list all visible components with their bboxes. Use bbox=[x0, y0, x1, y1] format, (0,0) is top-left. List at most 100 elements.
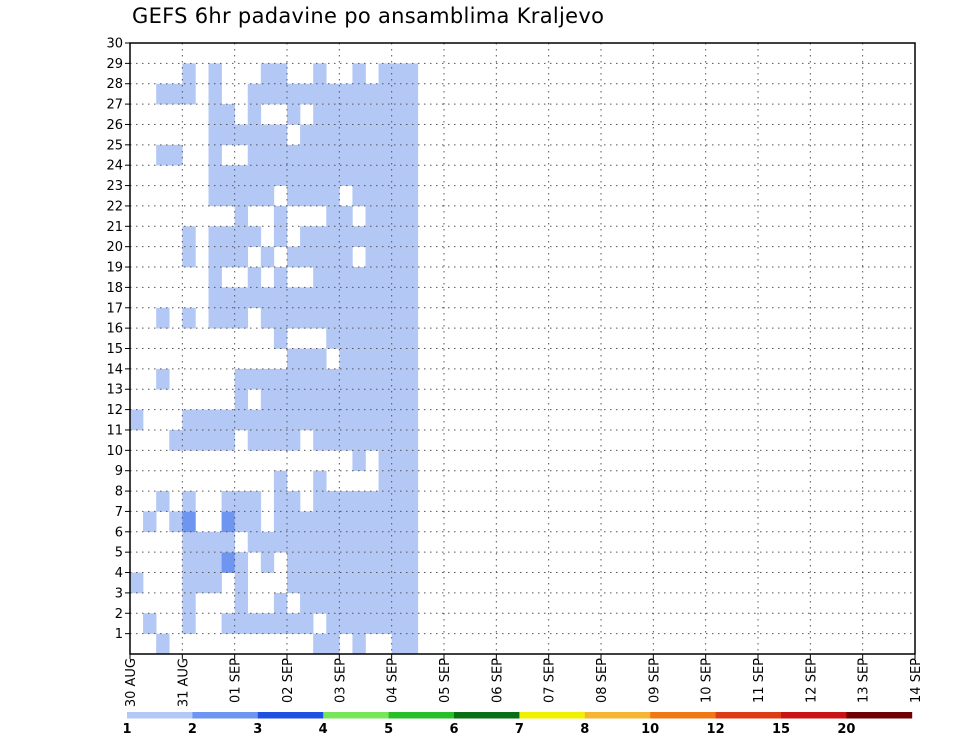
heatmap-cell bbox=[247, 226, 262, 247]
heatmap-cell bbox=[273, 531, 288, 553]
heatmap-cell bbox=[339, 287, 353, 309]
heatmap-cell bbox=[326, 104, 340, 125]
chart-title: GEFS 6hr padavine po ansamblima Kraljevo bbox=[132, 4, 605, 28]
heatmap-cell bbox=[287, 531, 301, 553]
heatmap-cell bbox=[391, 531, 406, 553]
heatmap-cell bbox=[169, 429, 183, 451]
heatmap-cell bbox=[391, 429, 406, 451]
heatmap-cell bbox=[273, 307, 288, 329]
heatmap-cell bbox=[378, 246, 392, 268]
heatmap-cell bbox=[352, 633, 366, 655]
heatmap-cell bbox=[273, 592, 288, 614]
heatmap-cell bbox=[234, 592, 249, 614]
heatmap-cell bbox=[404, 368, 419, 390]
heatmap-cell bbox=[260, 144, 275, 166]
heatmap-cell bbox=[287, 552, 301, 573]
heatmap-cell bbox=[404, 185, 419, 207]
heatmap-cell bbox=[287, 165, 301, 186]
heatmap-cell bbox=[326, 287, 340, 309]
y-tick-label: 20 bbox=[106, 240, 123, 255]
heatmap-cell bbox=[404, 592, 419, 614]
y-tick-label: 2 bbox=[115, 607, 123, 622]
heatmap-cell bbox=[130, 409, 144, 431]
heatmap-cell bbox=[391, 205, 406, 227]
heatmap-cell bbox=[391, 246, 406, 268]
heatmap-cell bbox=[404, 124, 419, 146]
heatmap-cell bbox=[300, 185, 314, 207]
heatmap-cell bbox=[182, 83, 196, 105]
heatmap-cell bbox=[182, 409, 196, 431]
heatmap-cell bbox=[391, 104, 406, 125]
heatmap-cell bbox=[260, 389, 275, 410]
heatmap-cell bbox=[378, 185, 392, 207]
heatmap-cell bbox=[300, 348, 314, 370]
heatmap-cell bbox=[208, 63, 222, 85]
heatmap-cell bbox=[221, 307, 235, 329]
heatmap-cell bbox=[287, 429, 301, 451]
heatmap-cell bbox=[404, 205, 419, 227]
legend-label: 15 bbox=[772, 722, 790, 737]
heatmap-cell bbox=[208, 552, 222, 573]
heatmap-cell bbox=[182, 307, 196, 329]
heatmap-cell bbox=[182, 511, 196, 533]
heatmap-cell bbox=[208, 104, 222, 125]
heatmap-cell bbox=[221, 511, 235, 533]
heatmap-cell bbox=[404, 267, 419, 288]
legend-swatch bbox=[519, 712, 586, 719]
heatmap-cell bbox=[287, 572, 301, 594]
heatmap-cell bbox=[391, 185, 406, 207]
heatmap-cell bbox=[391, 552, 406, 573]
heatmap-cell bbox=[195, 531, 209, 553]
heatmap-cell bbox=[273, 511, 288, 533]
heatmap-cell bbox=[130, 572, 144, 594]
y-tick-label: 16 bbox=[106, 322, 123, 337]
heatmap-cell bbox=[326, 205, 340, 227]
heatmap-cell bbox=[339, 144, 353, 166]
heatmap-cell bbox=[352, 491, 366, 512]
heatmap-cell bbox=[404, 572, 419, 594]
y-tick-label: 15 bbox=[106, 342, 123, 357]
x-tick-label: 06 SEP bbox=[490, 658, 505, 703]
y-tick-label: 19 bbox=[106, 261, 123, 276]
heatmap-cell bbox=[260, 165, 275, 186]
heatmap-cell bbox=[404, 389, 419, 410]
heatmap-cell bbox=[339, 409, 353, 431]
x-tick-label: 01 SEP bbox=[229, 658, 244, 703]
heatmap-cell bbox=[378, 450, 392, 471]
heatmap-cell bbox=[339, 368, 353, 390]
heatmap-cell bbox=[300, 531, 314, 553]
heatmap-cell bbox=[365, 205, 379, 227]
y-tick-label: 22 bbox=[106, 199, 123, 214]
heatmap-cell bbox=[234, 205, 249, 227]
heatmap-cell bbox=[234, 307, 249, 329]
y-tick-label: 12 bbox=[106, 403, 123, 418]
heatmap-cell bbox=[378, 552, 392, 573]
heatmap-cell bbox=[391, 613, 406, 634]
heatmap-cell bbox=[339, 307, 353, 329]
legend-label: 4 bbox=[319, 722, 328, 737]
heatmap-cell bbox=[339, 348, 353, 370]
heatmap-cell bbox=[300, 511, 314, 533]
heatmap-cell bbox=[247, 83, 262, 105]
heatmap-cell bbox=[352, 450, 366, 471]
heatmap-cell bbox=[339, 205, 353, 227]
heatmap-cell bbox=[169, 144, 183, 166]
heatmap-cell bbox=[260, 185, 275, 207]
heatmap-cell bbox=[273, 328, 288, 349]
heatmap-cell bbox=[352, 104, 366, 125]
heatmap-cell bbox=[365, 307, 379, 329]
heatmap-cell bbox=[313, 572, 327, 594]
heatmap-cell bbox=[339, 124, 353, 146]
heatmap-cell bbox=[339, 226, 353, 247]
heatmap-cell bbox=[326, 389, 340, 410]
heatmap-cell bbox=[313, 246, 327, 268]
heatmap-cell bbox=[247, 409, 262, 431]
heatmap-cell bbox=[391, 450, 406, 471]
heatmap-cell bbox=[352, 83, 366, 105]
heatmap-cell bbox=[339, 389, 353, 410]
heatmap-cell bbox=[313, 104, 327, 125]
heatmap-cell bbox=[260, 429, 275, 451]
heatmap-cell bbox=[391, 633, 406, 655]
heatmap-cell bbox=[182, 572, 196, 594]
heatmap-cell bbox=[326, 633, 340, 655]
